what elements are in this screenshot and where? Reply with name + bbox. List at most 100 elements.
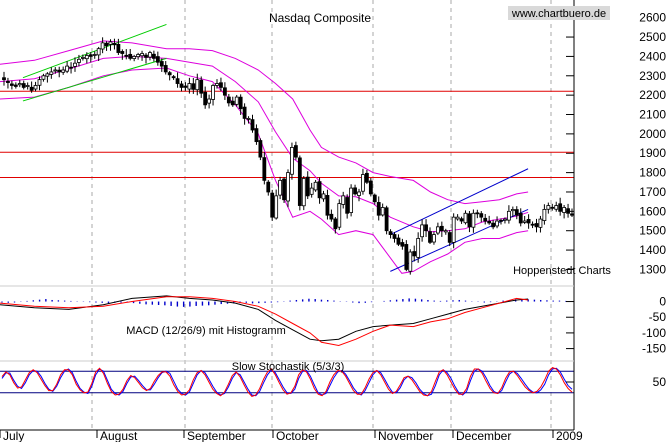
candle [41,73,46,82]
candle-body [191,83,196,90]
candle-body [404,244,409,270]
candle [558,197,563,216]
candle-body [353,187,357,195]
candle-body [6,80,10,83]
candle-body [159,61,164,67]
candle-body [451,216,456,243]
candle-body [80,56,85,59]
watermark: www.chartbuero.de [511,8,606,20]
candle-body [526,219,531,224]
candle [491,219,496,230]
candle [108,39,113,51]
candle [514,206,519,220]
candle-body [77,58,81,63]
candle-body [321,193,326,200]
candle [534,218,539,233]
candle-body [222,87,227,96]
macd-tick-label: 0 [659,295,666,309]
candle [432,231,436,245]
candle-body [144,54,148,58]
candle-body [25,85,30,87]
candle [191,78,196,94]
candle [246,116,251,124]
price-tick-label: 1700 [639,185,666,199]
candle-body [471,212,476,228]
candle [167,70,172,81]
candle [250,114,255,133]
candle [92,51,97,59]
candle-body [455,216,460,220]
candle [266,180,271,196]
bollinger-upper [0,40,529,205]
candle-body [215,83,219,86]
candle-body [566,208,570,214]
candle-body [132,56,137,59]
candle [230,96,235,107]
candle [353,184,357,196]
candle [65,61,70,74]
candle [483,214,488,225]
candle [538,215,543,233]
candle-body [475,212,480,215]
candle [487,215,492,225]
candle [254,124,259,145]
candle [290,142,294,180]
candle [451,213,456,249]
candle [69,62,73,74]
candle-body [518,213,523,224]
candle-body [428,231,432,243]
candle-body [2,77,6,81]
candle [503,217,507,224]
candle [2,71,6,86]
candle-body [364,172,369,183]
chart-title: Nasdaq Composite [269,11,371,25]
candle-body [88,54,93,57]
candle-body [230,100,235,106]
candle [179,80,184,92]
candle [530,221,535,229]
price-tick-label: 2100 [639,108,666,122]
candle-body [558,203,563,212]
candle [211,83,215,106]
candle [518,208,523,227]
candle-body [207,98,212,104]
candle [380,203,385,217]
candle-body [151,53,156,59]
candle [171,74,176,80]
candle [112,38,117,50]
candle [124,49,129,60]
candle-body [550,206,555,209]
candle [388,229,393,239]
candle [404,240,409,272]
candle-body [96,48,101,56]
candle [270,189,275,221]
candle [317,177,322,204]
macd-signal-line [0,296,529,347]
candle-body [570,213,574,216]
candle [9,80,14,90]
candle [412,245,417,262]
candle-body [33,85,38,90]
candle [53,67,58,74]
candle-body [92,54,97,56]
candle-body [432,234,436,243]
candle [100,37,105,54]
candle [522,216,527,225]
candle-body [333,218,338,230]
candle [333,217,338,234]
candle [305,171,310,200]
candle-body [112,43,117,46]
candle [439,221,444,237]
candle [207,94,212,109]
candle-body [463,212,468,224]
macd-tick-label: -50 [649,310,667,324]
price-tick-label: 2600 [639,11,666,25]
stochastic-label: Slow Stochastik (5/3/3) [232,361,345,373]
price-tick-label: 2500 [639,30,666,44]
candle-body [242,106,247,119]
stochastic-panel [0,367,574,397]
candle [6,77,10,89]
candle [495,216,499,229]
candle [293,141,298,160]
